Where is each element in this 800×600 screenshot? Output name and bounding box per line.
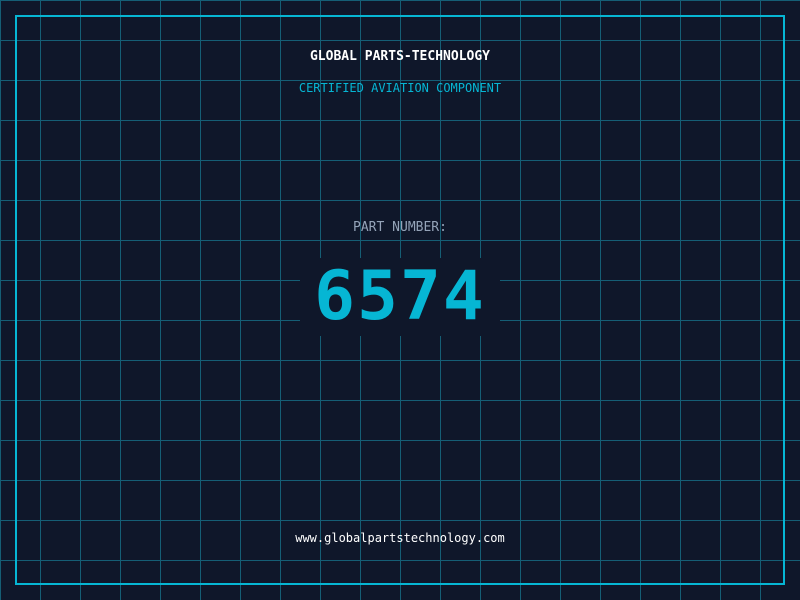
company-name: GLOBAL PARTS-TECHNOLOGY bbox=[309, 49, 490, 64]
part-number-label: PART NUMBER: bbox=[353, 220, 447, 235]
part-number-backdrop bbox=[300, 258, 500, 336]
website-url: www.globalpartstechnology.com bbox=[295, 531, 505, 545]
part-number-value: 6574 bbox=[314, 257, 486, 336]
card-border bbox=[15, 15, 785, 585]
certification-subtitle: CERTIFIED AVIATION COMPONENT bbox=[298, 81, 502, 95]
